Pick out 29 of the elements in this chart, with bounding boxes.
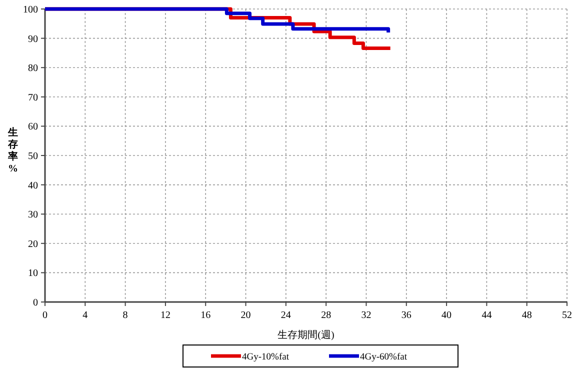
x-tick-label: 36 [401,310,412,321]
y-axis-title: 生存率% [7,126,18,174]
x-tick-label: 44 [482,310,492,321]
y-tick-label: 70 [28,92,38,104]
y-tick-label: 0 [33,298,38,308]
y-tick-label: 90 [28,34,38,45]
x-tick-label: 24 [280,310,291,321]
y-tick-label: 80 [28,63,38,74]
x-tick-label: 48 [522,310,532,321]
x-tick-label: 8 [122,310,128,321]
x-tick-label: 16 [200,310,211,321]
legend-label: 4Gy-10%fat [242,352,290,362]
legend-label: 4Gy-60%fat [360,352,408,362]
x-tick-label: 0 [42,310,48,321]
y-tick-label: 20 [28,238,38,250]
x-tick-label: 32 [361,310,372,321]
x-axis-title: 生存期間(週) [278,329,334,341]
x-tick-label: 4 [82,310,88,321]
y-tick-label: 40 [28,180,38,192]
x-tick-label: 28 [321,310,332,321]
x-tick-label: 52 [562,310,572,321]
y-tick-label: 60 [28,122,38,133]
y-tick-label: 10 [28,268,38,280]
y-tick-label: 30 [28,210,38,221]
x-tick-label: 40 [442,310,452,321]
y-tick-label: 100 [23,4,38,16]
x-tick-label: 20 [240,310,251,321]
y-tick-label: 50 [28,151,38,162]
x-tick-label: 12 [160,310,170,321]
